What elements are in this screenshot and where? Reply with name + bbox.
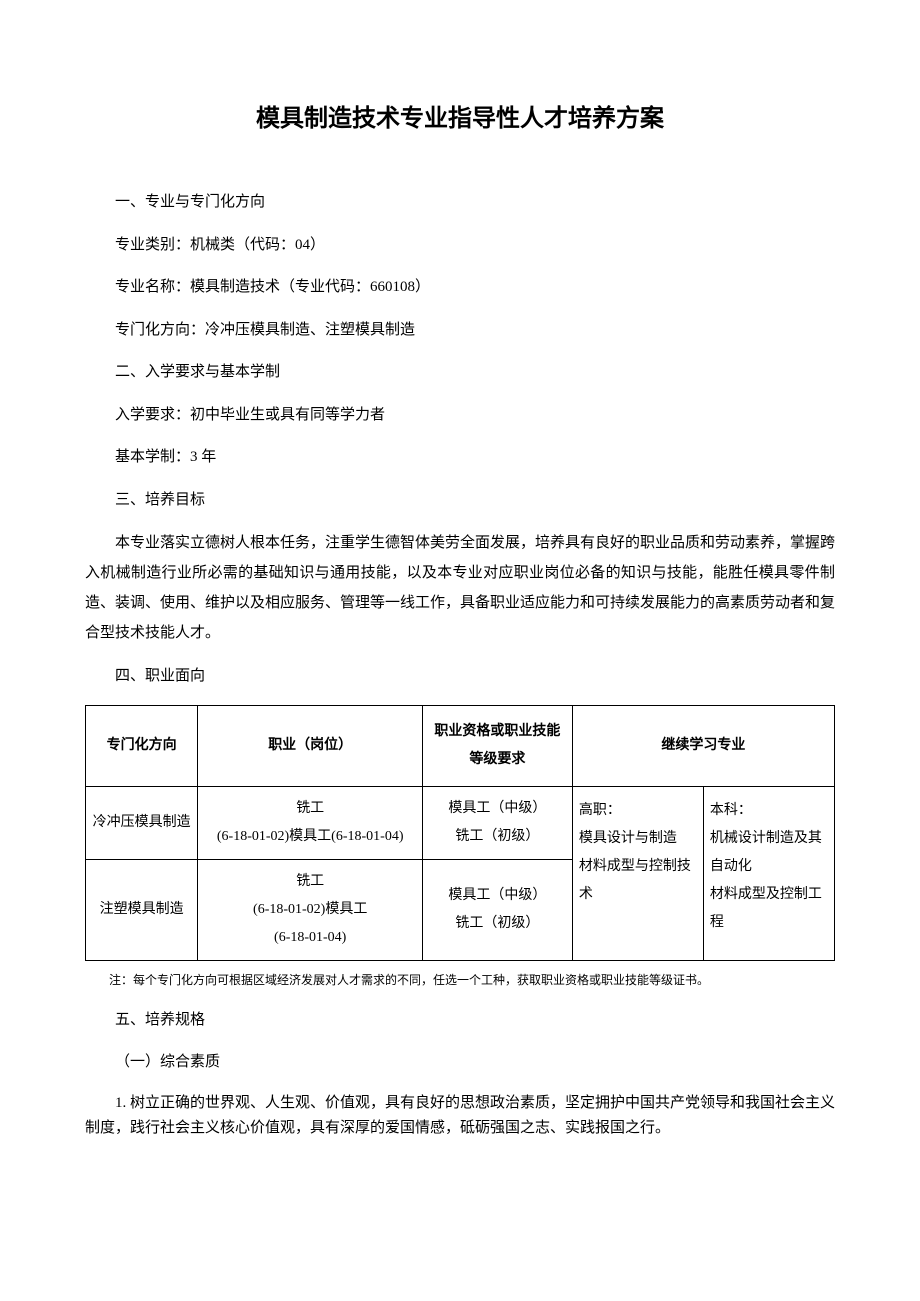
table-note: 注：每个专门化方向可根据区域经济发展对人才需求的不同，任选一个工种，获取职业资格…: [85, 969, 835, 992]
job2-line3: (6-18-01-04): [274, 930, 346, 945]
cell-direction-2: 注塑模具制造: [86, 859, 198, 960]
section1-line2: 专业名称：模具制造技术（专业代码：660108）: [85, 273, 835, 302]
cell-study-right: 本科： 机械设计制造及其自动化 材料成型及控制工程: [703, 786, 834, 960]
study-left-l1: 高职：: [579, 803, 621, 818]
cell-job-1: 铣工 (6-18-01-02)模具工(6-18-01-04): [198, 786, 423, 859]
study-right-l1: 本科：: [710, 803, 752, 818]
study-left-l3: 材料成型与控制技术: [579, 859, 691, 902]
section2-line2: 基本学制：3 年: [85, 443, 835, 472]
cell-direction-1: 冷冲压模具制造: [86, 786, 198, 859]
section3-body: 本专业落实立德树人根本任务，注重学生德智体美劳全面发展，培养具有良好的职业品质和…: [85, 528, 835, 648]
section1-line3: 专门化方向：冷冲压模具制造、注塑模具制造: [85, 316, 835, 345]
document-title: 模具制造技术专业指导性人才培养方案: [85, 100, 835, 138]
qual2-line1: 模具工（中级）: [448, 888, 546, 903]
section4-heading: 四、职业面向: [85, 662, 835, 691]
qual2-line2: 铣工（初级）: [455, 916, 539, 931]
section5-sub1: （一）综合素质: [85, 1048, 835, 1077]
section2-line1: 入学要求：初中毕业生或具有同等学力者: [85, 401, 835, 430]
career-table: 专门化方向 职业（岗位） 职业资格或职业技能等级要求 继续学习专业 冷冲压模具制…: [85, 705, 835, 961]
study-right-l3: 材料成型及控制工程: [710, 887, 822, 930]
qual1-line1: 模具工（中级）: [448, 801, 546, 816]
job1-line2: (6-18-01-02)模具工(6-18-01-04): [217, 829, 404, 844]
section3-heading: 三、培养目标: [85, 486, 835, 515]
job2-line1: 铣工: [296, 874, 324, 889]
section1-line1: 专业类别：机械类（代码：04）: [85, 231, 835, 260]
header-study: 继续学习专业: [572, 705, 834, 786]
table-header-row: 专门化方向 职业（岗位） 职业资格或职业技能等级要求 继续学习专业: [86, 705, 835, 786]
study-left-l2: 模具设计与制造: [579, 831, 677, 846]
section5-item1: 1. 树立正确的世界观、人生观、价值观，具有良好的思想政治素质，坚定拥护中国共产…: [85, 1091, 835, 1142]
qual1-line2: 铣工（初级）: [455, 829, 539, 844]
study-right-l2: 机械设计制造及其自动化: [710, 831, 822, 874]
header-qualification: 职业资格或职业技能等级要求: [423, 705, 573, 786]
cell-study-left: 高职： 模具设计与制造 材料成型与控制技术: [572, 786, 703, 960]
section2-heading: 二、入学要求与基本学制: [85, 358, 835, 387]
cell-job-2: 铣工 (6-18-01-02)模具工 (6-18-01-04): [198, 859, 423, 960]
job2-line2: (6-18-01-02)模具工: [253, 902, 367, 917]
header-job: 职业（岗位）: [198, 705, 423, 786]
cell-qual-2: 模具工（中级） 铣工（初级）: [423, 859, 573, 960]
header-direction: 专门化方向: [86, 705, 198, 786]
job1-line1: 铣工: [296, 801, 324, 816]
cell-qual-1: 模具工（中级） 铣工（初级）: [423, 786, 573, 859]
table-row: 冷冲压模具制造 铣工 (6-18-01-02)模具工(6-18-01-04) 模…: [86, 786, 835, 859]
section1-heading: 一、专业与专门化方向: [85, 188, 835, 217]
section5-heading: 五、培养规格: [85, 1006, 835, 1035]
